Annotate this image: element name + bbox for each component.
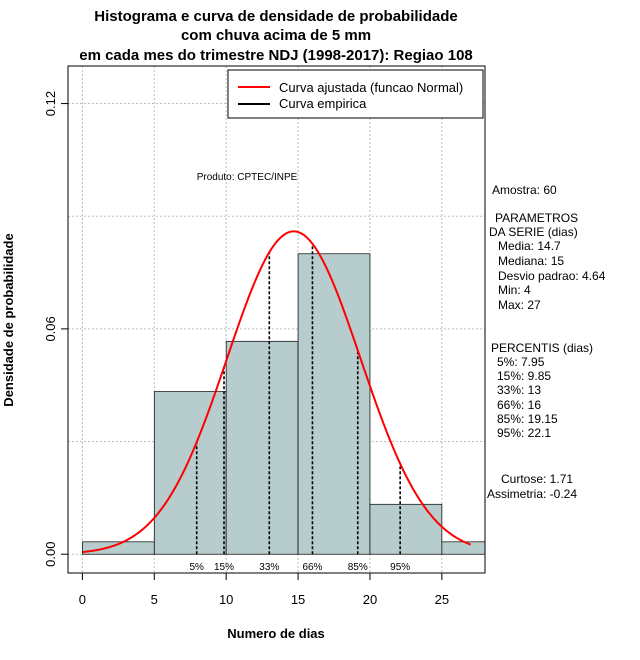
histogram-bar-3: [297, 253, 371, 555]
legend: Curva ajustada (funcao Normal) Curva emp…: [227, 69, 484, 119]
histogram-bar-4: [369, 503, 443, 555]
percentile-label-0: 5%: [189, 562, 204, 573]
stat-min: Min: 4: [498, 283, 531, 297]
product-annotation: Produto: CPTEC/INPE: [197, 172, 298, 183]
stat-assimetria: Assimetria: -0.24: [487, 487, 577, 501]
statistics-panel: Amostra: 60 PARAMETROS DA SERIE (dias) M…: [487, 183, 606, 501]
chart-title-line-1: Histograma e curva de densidade de proba…: [94, 8, 457, 25]
histogram-bar-1: [153, 391, 227, 555]
stat-p5: 5%: 7.95: [497, 355, 545, 369]
legend-label-empirical-curve: Curva empirica: [279, 96, 367, 111]
stat-desvio: Desvio padrao: 4.64: [498, 269, 606, 283]
y-tick-label-2: 0.12: [43, 91, 58, 116]
x-tick-label-4: 20: [363, 592, 377, 607]
histogram-bar-2: [225, 340, 299, 555]
stat-media: Media: 14.7: [498, 239, 561, 253]
stat-mediana: Mediana: 15: [498, 254, 564, 268]
percentile-label-2: 33%: [259, 562, 279, 573]
y-tick-label-1: 0.06: [43, 316, 58, 341]
stat-parametros-subtitle: DA SERIE (dias): [489, 225, 578, 239]
x-tick-label-2: 10: [219, 592, 233, 607]
legend-box: [227, 69, 484, 119]
stat-p15: 15%: 9.85: [497, 369, 551, 383]
percentile-label-4: 85%: [348, 562, 368, 573]
stat-p33: 33%: 13: [497, 383, 541, 397]
x-axis-label: Numero de dias: [227, 626, 325, 641]
percentile-lines: 5% 15% 33% 66% 85% 95%: [189, 243, 410, 573]
percentile-label-5: 95%: [390, 562, 410, 573]
percentile-label-1: 15%: [214, 562, 234, 573]
stat-parametros-title: PARAMETROS: [495, 211, 578, 225]
percentile-label-3: 66%: [302, 562, 322, 573]
stat-p95: 95%: 22.1: [497, 426, 551, 440]
stat-max: Max: 27: [498, 298, 541, 312]
y-axis-label: Densidade de probabilidade: [1, 233, 16, 406]
chart-title-line-3: em cada mes do trimestre NDJ (1998-2017)…: [79, 47, 473, 64]
x-tick-label-1: 5: [151, 592, 158, 607]
y-tick-label-0: 0.00: [43, 542, 58, 567]
y-axis: 0.00 0.06 0.12: [43, 91, 69, 567]
stat-p66: 66%: 16: [497, 398, 541, 412]
chart-title-line-2: com chuva acima de 5 mm: [181, 27, 371, 44]
normal-curve-layer: [82, 230, 471, 554]
stat-percentis-title: PERCENTIS (dias): [491, 341, 593, 355]
histogram-bars: [82, 253, 486, 555]
x-tick-label-0: 0: [79, 592, 86, 607]
x-tick-label-3: 15: [291, 592, 305, 607]
x-axis: 0 5 10 15 20 25: [79, 572, 449, 607]
histogram-bar-5: [441, 541, 486, 555]
normal-curve: [82, 230, 471, 554]
stat-p85: 85%: 19.15: [497, 412, 558, 426]
legend-label-fitted-curve: Curva ajustada (funcao Normal): [279, 80, 463, 95]
x-tick-label-5: 25: [435, 592, 449, 607]
stat-amostra: Amostra: 60: [492, 183, 557, 197]
stat-curtose: Curtose: 1.71: [501, 472, 573, 486]
